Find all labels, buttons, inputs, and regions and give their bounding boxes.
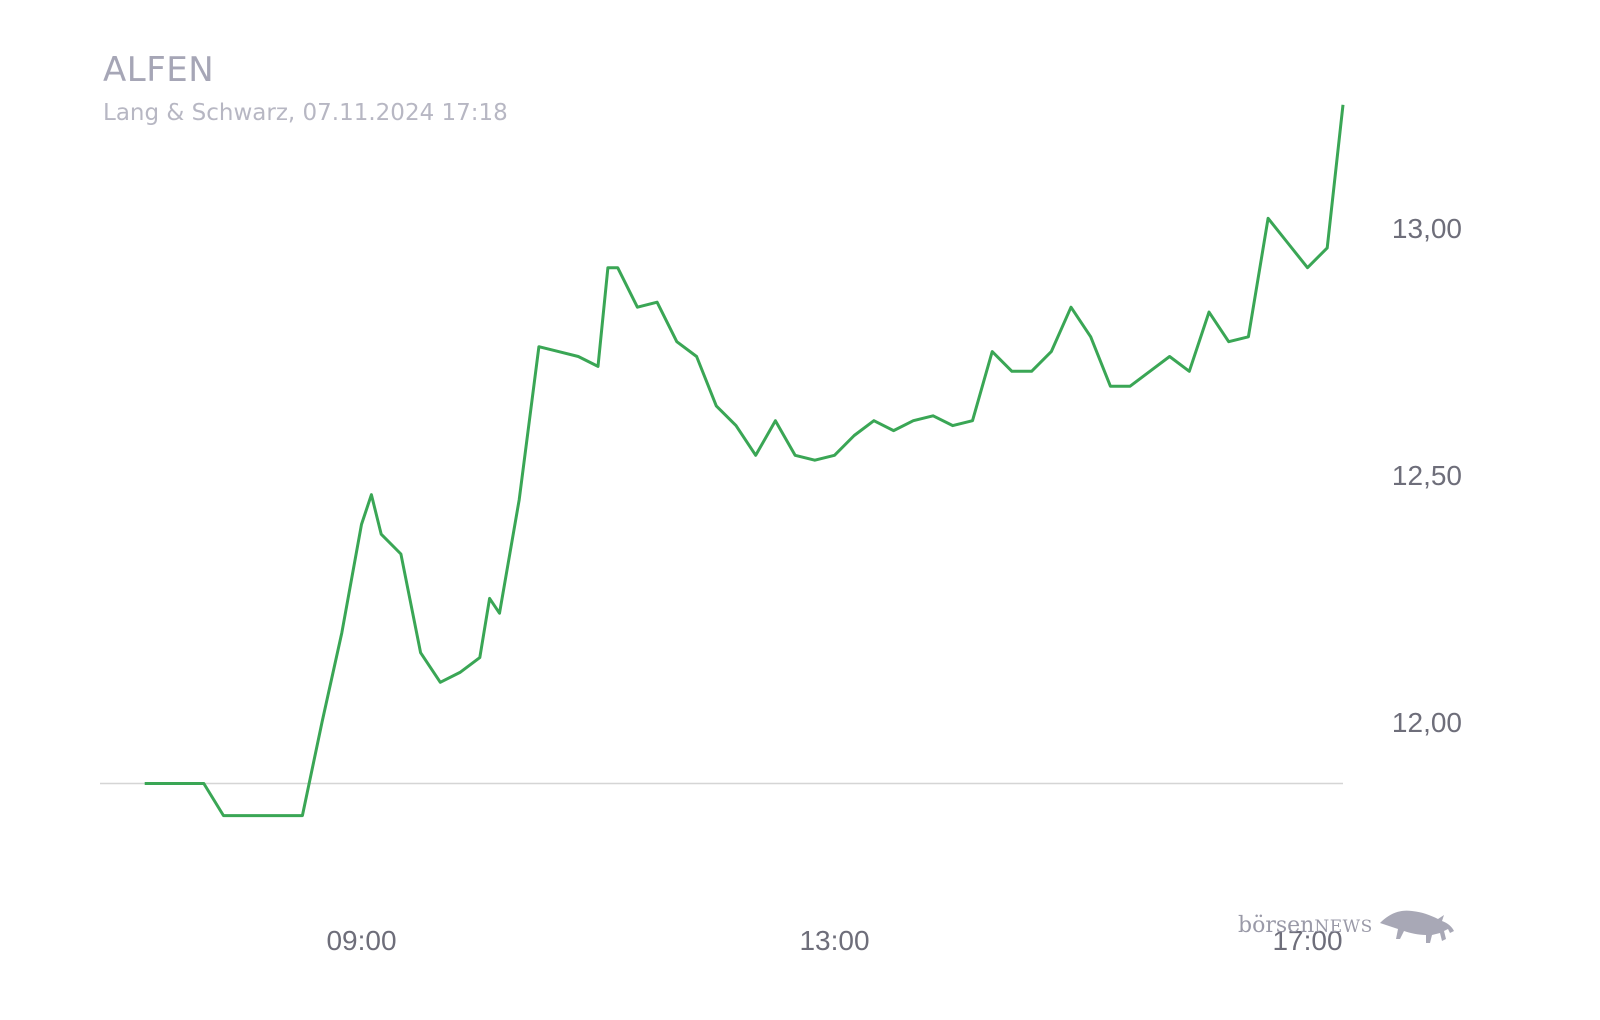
y-axis-ticks: 12,00 12,50 13,00	[1392, 213, 1462, 738]
chart-subtitle: Lang & Schwarz, 07.11.2024 17:18	[103, 100, 508, 126]
logo-text-accent: NEWS	[1314, 917, 1373, 937]
y-tick-label: 13,00	[1392, 213, 1462, 244]
x-tick-label: 17:00	[1272, 925, 1342, 956]
y-tick-label: 12,50	[1392, 460, 1462, 491]
x-tick-label: 09:00	[326, 925, 396, 956]
x-axis-ticks: 09:00 13:00 17:00	[326, 925, 1342, 956]
chart-title: ALFEN	[103, 50, 215, 90]
logo-wordmark: börsenNEWS	[1238, 913, 1373, 938]
logo-text-main: börsen	[1238, 913, 1315, 938]
y-tick-label: 12,00	[1392, 707, 1462, 738]
boersennews-logo: börsenNEWS	[1238, 905, 1458, 955]
x-tick-label: 13:00	[799, 925, 869, 956]
series-line-layer	[144, 104, 1345, 818]
price-series-line	[144, 104, 1345, 818]
bull-icon	[1380, 910, 1454, 943]
